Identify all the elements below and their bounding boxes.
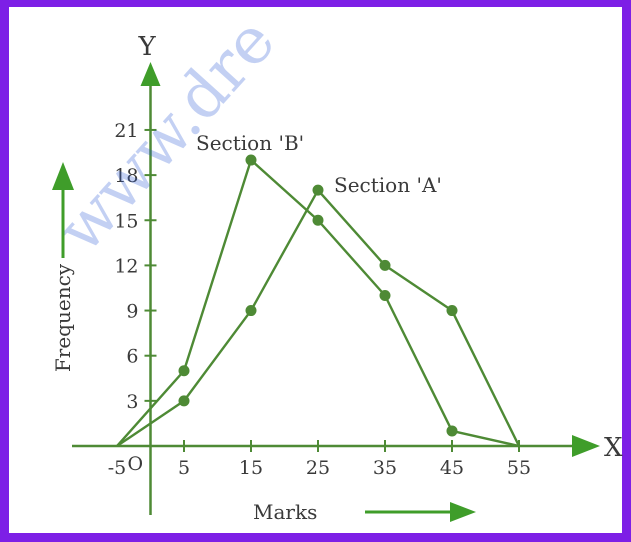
labels-group: X Y O-5 5 15 25 35 45 55 3 6 9 12 15 18 21 Section 'B' Se… xyxy=(51,32,623,524)
origin-label: O xyxy=(128,453,144,475)
x-tick-label-5: 45 xyxy=(440,457,464,479)
series-line-0 xyxy=(116,158,520,448)
y-tick-label-2: 9 xyxy=(126,301,138,323)
x-tick-label-6: 55 xyxy=(507,457,531,479)
series-1-point-5 xyxy=(446,305,458,317)
x-tick-label-1: 5 xyxy=(178,457,190,479)
x-tick-label-4: 35 xyxy=(373,457,397,479)
series-0-point-3 xyxy=(312,214,324,226)
y-tick-label-1: 6 xyxy=(126,346,138,368)
x-tick-label-2: 15 xyxy=(239,457,263,479)
y-axis-label: Frequency xyxy=(51,263,75,372)
decor-group: www.dre xyxy=(43,4,476,522)
series-0-point-5 xyxy=(446,425,458,437)
x-tick-label-3: 25 xyxy=(306,457,330,479)
series-line-1 xyxy=(116,188,521,447)
series-label-section-a: Section 'A' xyxy=(334,173,442,197)
x-axis-arrowhead xyxy=(572,435,600,457)
y-axis-name: Y xyxy=(138,32,157,62)
y-tick-label-4: 15 xyxy=(114,210,138,232)
ticks xyxy=(144,128,520,452)
y-tick-label-0: 3 xyxy=(126,391,138,413)
x-label-arrowhead xyxy=(450,502,476,522)
series-0-point-1 xyxy=(178,365,190,377)
series-1-point-3 xyxy=(312,184,324,196)
series-1-point-4 xyxy=(379,259,391,271)
y-axis-arrowhead xyxy=(140,62,161,86)
x-axis-name: X xyxy=(604,433,623,463)
y-tick-label-3: 12 xyxy=(114,255,138,277)
series-1-point-2 xyxy=(245,305,257,317)
series-1-point-1 xyxy=(178,395,190,407)
axes xyxy=(72,62,600,515)
series-0-point-4 xyxy=(379,290,391,301)
y-label-arrowhead xyxy=(52,162,74,190)
series-0-point-2 xyxy=(245,154,257,166)
series-label-section-b: Section 'B' xyxy=(196,131,304,155)
y-tick-label-6: 21 xyxy=(114,120,138,142)
series-group xyxy=(116,154,521,448)
x-axis-label: Marks xyxy=(253,500,317,524)
y-tick-label-5: 18 xyxy=(114,165,138,187)
x-tick-label-0: -5 xyxy=(108,457,127,479)
